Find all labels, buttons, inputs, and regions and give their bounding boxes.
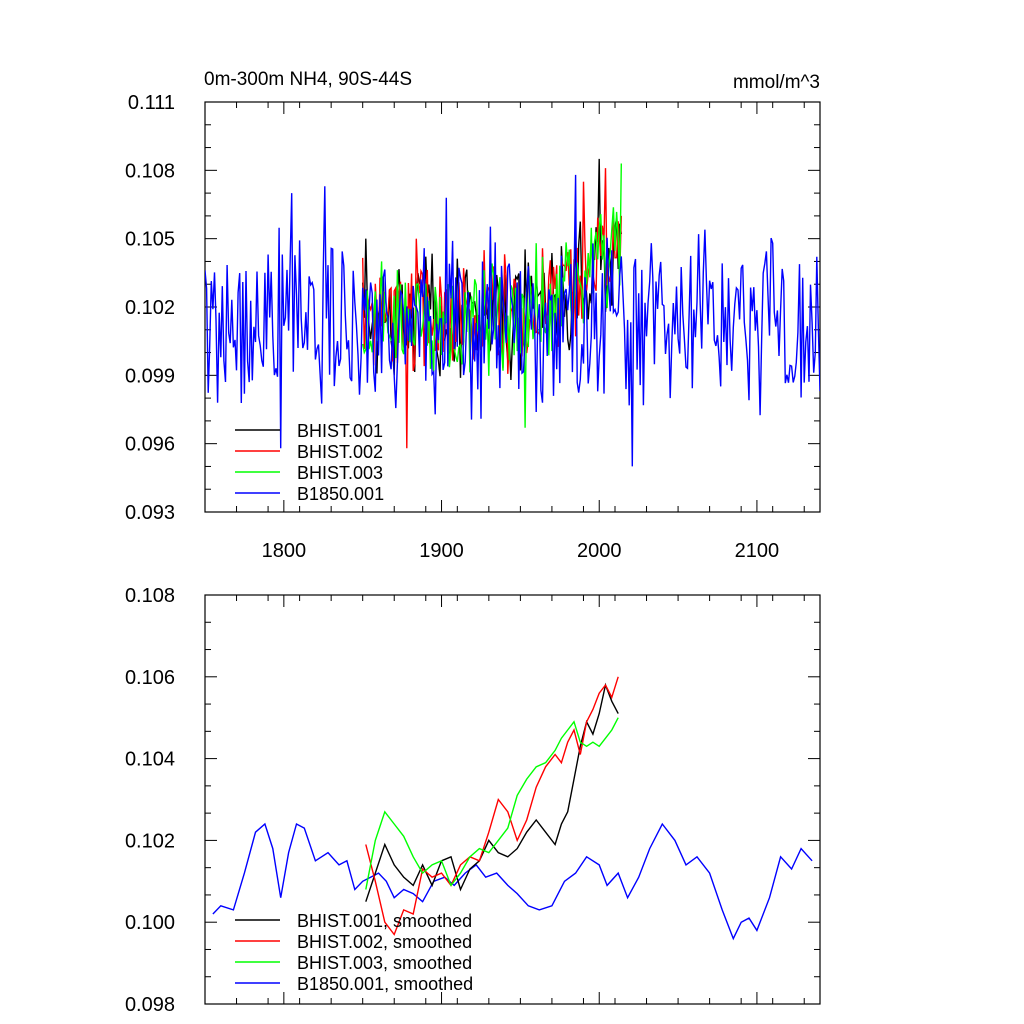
y-tick-label: 0.111 <box>128 92 175 114</box>
chart-panel-1: 0.093 0.096 0.099 0.102 0.105 0.108 0.111 1800 1… <box>125 92 821 562</box>
series-line-b1850-001 <box>212 822 813 941</box>
chart-panel-2: 0.098 0.100 0.102 0.104 0.106 0.108 BHIST.001,… <box>125 585 821 1016</box>
legend-label: BHIST.003, smoothed <box>297 953 472 973</box>
series-line-b1850-001 <box>205 174 820 467</box>
x-tick-label: 2100 <box>735 540 780 562</box>
y-tick-label: 0.108 <box>125 160 175 182</box>
legend-label: BHIST.001 <box>297 421 383 441</box>
legend-label: B1850.001 <box>297 484 384 504</box>
legend-label: B1850.001, smoothed <box>297 974 473 994</box>
x-tick-label: 1800 <box>262 540 307 562</box>
units-label: mmol/m^3 <box>733 72 820 93</box>
legend-label: BHIST.002, smoothed <box>297 932 472 952</box>
series-line-bhist-001 <box>365 682 619 902</box>
y-tick-label: 0.100 <box>125 912 175 934</box>
x-tick-label: 2000 <box>577 540 622 562</box>
y-tick-label: 0.104 <box>125 749 175 771</box>
series-line-bhist-003 <box>365 717 619 890</box>
y-tick-label: 0.099 <box>125 365 175 387</box>
series-line-bhist-003 <box>362 163 622 428</box>
series-line-bhist-002 <box>365 676 619 936</box>
chart-title: 0m-300m NH4, 90S-44S <box>204 69 412 90</box>
y-tick-label: 0.093 <box>125 502 175 524</box>
y-tick-label: 0.098 <box>125 994 175 1016</box>
plot-frame <box>204 594 821 1005</box>
legend-label: BHIST.003 <box>297 463 383 483</box>
y-tick-label: 0.108 <box>125 585 175 607</box>
legend-label: BHIST.002 <box>297 442 383 462</box>
x-tick-label: 1900 <box>419 540 464 562</box>
y-tick-label: 0.096 <box>125 434 175 456</box>
y-tick-label: 0.102 <box>125 297 175 319</box>
y-tick-label: 0.102 <box>125 830 175 852</box>
y-tick-label: 0.105 <box>125 229 175 251</box>
legend-label: BHIST.001, smoothed <box>297 911 472 931</box>
y-tick-label: 0.106 <box>125 667 175 689</box>
